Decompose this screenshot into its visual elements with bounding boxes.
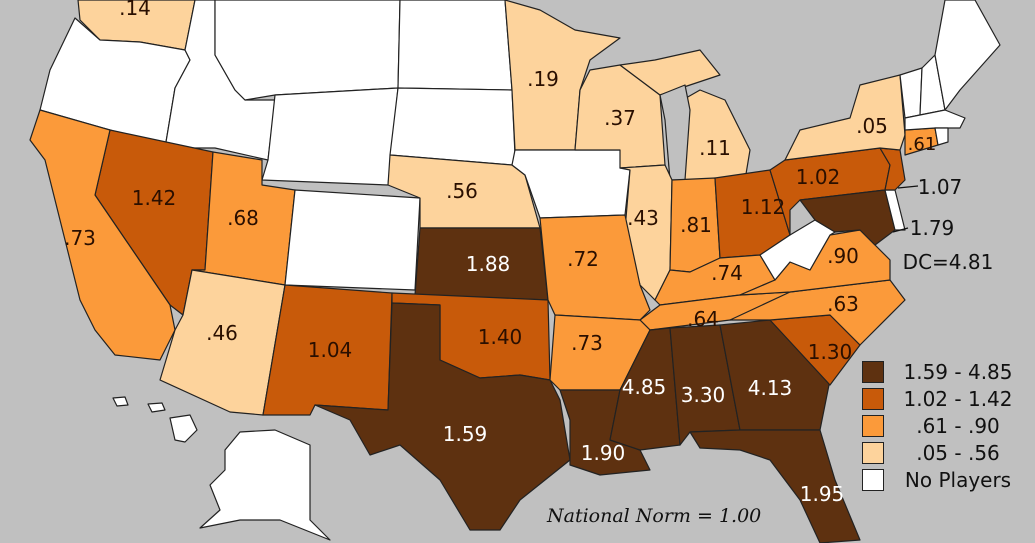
- label-mn: .19: [527, 67, 559, 91]
- label-nv: 1.42: [131, 186, 177, 210]
- label-tx: 1.59: [442, 422, 488, 446]
- label-mo: .72: [567, 247, 599, 271]
- legend-item: .05 - .56: [862, 439, 1018, 466]
- state-minnesota: [504, 0, 621, 151]
- label-sc: 1.30: [807, 340, 853, 364]
- legend-label: 1.02 - 1.42: [903, 386, 1013, 411]
- state-alaska: [199, 429, 331, 541]
- legend-label: .05 - .56: [916, 440, 1000, 465]
- legend-item: .61 - .90: [862, 412, 1018, 439]
- label-al: 3.30: [680, 383, 726, 407]
- label-ks: 1.88: [465, 252, 511, 276]
- label-ca: .73: [64, 226, 96, 250]
- map-legend: 1.59 - 4.85 1.02 - 1.42 .61 - .90 .05 - …: [862, 358, 1018, 493]
- label-ms: 4.85: [621, 375, 667, 399]
- state-missouri: [539, 214, 651, 321]
- state-hawaii-big: [169, 414, 198, 443]
- label-va: .90: [827, 244, 859, 268]
- legend-label: 1.59 - 4.85: [903, 359, 1013, 384]
- state-west-virginia: [759, 219, 836, 281]
- state-georgia: [719, 319, 831, 431]
- label-oh: 1.12: [740, 195, 786, 219]
- label-ok: 1.40: [477, 325, 523, 349]
- label-pa: 1.02: [795, 165, 841, 189]
- label-ne: .56: [446, 179, 478, 203]
- label-ar: .73: [571, 331, 603, 355]
- label-la: 1.90: [580, 441, 626, 465]
- callout-md: 1.79: [909, 216, 955, 240]
- label-ky: .74: [711, 261, 743, 285]
- legend-swatch-tier2: [862, 387, 884, 410]
- legend-swatch-tier3: [862, 414, 884, 437]
- label-ct: .61: [907, 134, 937, 155]
- label-nm: 1.04: [307, 338, 353, 362]
- legend-item: 1.59 - 4.85: [862, 358, 1018, 385]
- label-fl: 1.95: [799, 482, 845, 506]
- label-in: .81: [680, 213, 712, 237]
- label-il: .43: [627, 206, 659, 230]
- label-nc: .63: [827, 292, 859, 316]
- legend-swatch-tier1: [862, 360, 884, 383]
- state-california: [29, 109, 176, 361]
- label-ut: .68: [227, 206, 259, 230]
- label-tn: .64: [687, 307, 719, 331]
- state-hawaii-oahu: [112, 396, 129, 407]
- legend-label: .61 - .90: [916, 413, 1000, 438]
- legend-swatch-tier4: [862, 441, 884, 464]
- state-florida: [689, 429, 861, 543]
- state-hawaii-maui: [147, 402, 166, 413]
- state-rhode-island: [934, 127, 949, 146]
- label-ny: .05: [856, 114, 888, 138]
- label-ga: 4.13: [747, 376, 793, 400]
- legend-label: No Players: [904, 467, 1012, 492]
- legend-item: No Players: [862, 466, 1018, 493]
- legend-item: 1.02 - 1.42: [862, 385, 1018, 412]
- label-az: .46: [206, 321, 238, 345]
- label-wi: .37: [604, 106, 636, 130]
- state-texas: [314, 302, 571, 531]
- state-massachusetts: [904, 109, 966, 131]
- legend-swatch-none: [862, 468, 884, 491]
- label-wa: .14: [119, 0, 151, 20]
- callout-dc: DC=4.81: [902, 250, 994, 274]
- state-wyoming: [261, 87, 399, 186]
- label-mi: .11: [699, 136, 731, 160]
- national-norm-annotation: National Norm = 1.00: [547, 505, 762, 527]
- callout-nj: 1.07: [917, 175, 963, 199]
